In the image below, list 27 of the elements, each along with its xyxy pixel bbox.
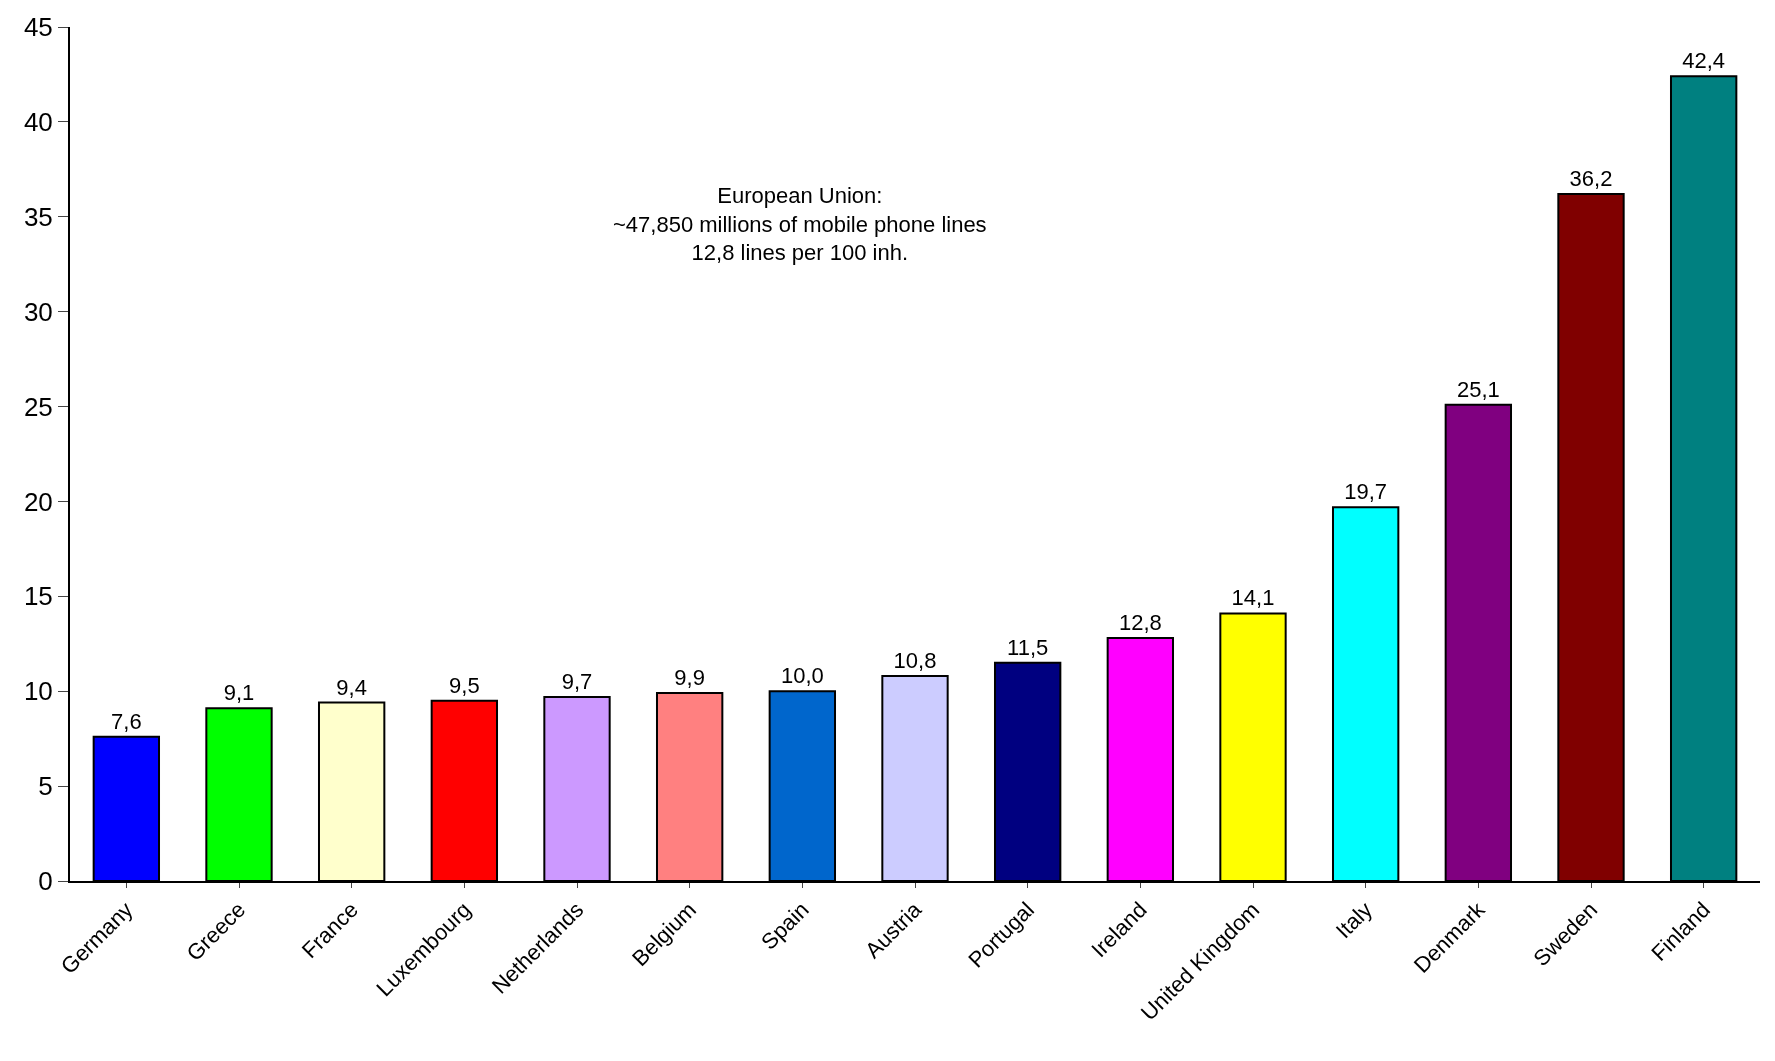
data-label: 9,7 [561,668,593,694]
data-label: 9,4 [336,674,367,700]
data-label: 7,6 [111,708,142,734]
data-label: 36,2 [1569,166,1613,191]
x-tick-label: Italy [1330,897,1377,944]
data-label: 10,8 [893,648,937,674]
y-tick-label: 25 [23,391,53,422]
data-label: 12,8 [1118,610,1162,636]
y-tick-label: 30 [23,296,53,327]
y-tick-label: 35 [23,201,53,232]
data-label: 9,1 [223,680,255,706]
y-tick-label: 40 [23,106,53,137]
y-tick-label: 5 [38,771,53,802]
y-tick-label: 0 [38,866,53,897]
data-label: 9,9 [674,665,705,691]
data-label: 11,5 [1007,634,1049,660]
y-tick-label: 45 [23,12,53,43]
data-label: 42,4 [1682,48,1726,74]
data-label: 10,0 [780,663,824,689]
y-tick-label: 20 [23,486,53,517]
data-label: 9,5 [449,672,480,698]
y-tick-label: 15 [23,581,53,612]
data-label: 25,1 [1456,376,1500,402]
annotation: European Union: ~47,850 millions of mobile phone lines 12,8 lines per 100 inh. [613,183,987,266]
data-label: 14,1 [1231,585,1275,611]
y-tick-label: 10 [23,676,53,707]
data-label: 19,7 [1344,479,1388,505]
